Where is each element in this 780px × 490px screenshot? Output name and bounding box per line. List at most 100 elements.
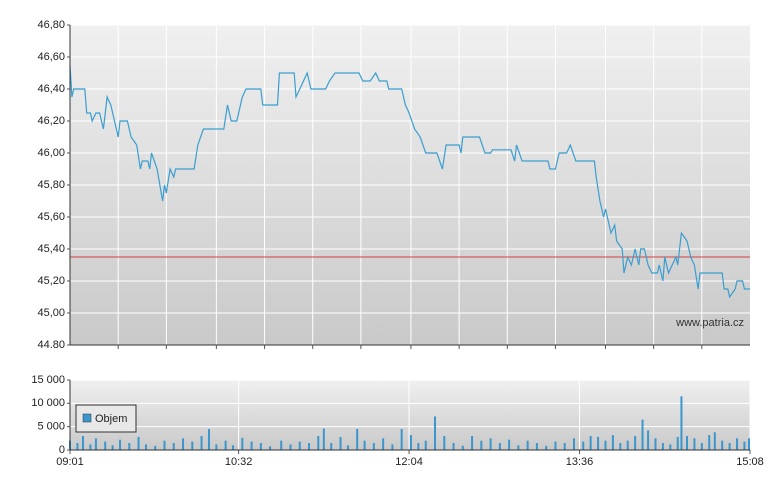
volume-bar [89,444,92,450]
volume-bar [582,441,585,450]
volume-bar [700,443,703,450]
volume-bar [104,441,107,450]
volume-bar [563,443,566,450]
volume-bar [489,438,492,450]
y-tick-label: 46,40 [37,83,65,95]
x-tick-label: 12:04 [395,456,423,468]
volume-bar [728,443,731,450]
volume-bar [480,440,483,450]
volume-bar [708,435,711,450]
y-tick-label: 46,20 [37,115,65,127]
volume-bar [137,436,140,450]
y-tick-label: 5 000 [37,421,65,433]
volume-bar [545,445,548,450]
volume-bar [619,443,622,450]
x-tick-label: 09:01 [56,456,84,468]
volume-bar [111,445,114,450]
volume-bar [172,443,175,450]
volume-bar [144,444,147,450]
volume-bar [317,436,320,450]
volume-bar [119,439,122,450]
volume-bar [269,446,272,450]
volume-bar [554,441,557,450]
volume-bar [339,436,342,450]
volume-bar [363,440,366,450]
volume-bar [713,432,716,450]
volume-bar [748,438,750,450]
volume-bar [298,441,301,450]
volume-bar [526,440,529,450]
volume-bar [330,443,333,450]
volume-bar [417,443,420,450]
volume-bar [647,430,650,450]
volume-bar [517,445,520,450]
volume-bar [191,441,194,450]
volume-bar [471,436,474,450]
y-tick-label: 10 000 [31,397,65,409]
volume-bar [589,436,592,450]
volume-bar [572,438,575,450]
volume-bar [693,438,696,450]
y-tick-label: 44.80 [37,339,65,351]
y-tick-label: 45,80 [37,179,65,191]
volume-bar [604,440,607,450]
volume-bar [224,440,227,450]
y-tick-label: 46,00 [37,147,65,159]
volume-bar [400,429,403,450]
volume-bar [597,436,600,450]
volume-bar [611,435,614,450]
volume-bar [535,443,538,450]
volume-bar [241,437,244,450]
volume-bar [372,443,375,450]
volume-bar [382,438,385,450]
legend: Objem [75,404,137,433]
y-tick-label: 45,60 [37,211,65,223]
watermark: www.patria.cz [675,317,744,329]
legend-label: Objem [95,413,127,425]
volume-bar [409,435,412,450]
y-tick-label: 46,60 [37,51,65,63]
legend-swatch [82,413,92,423]
volume-bar [661,443,664,450]
volume-bar [626,440,629,450]
y-tick-label: 45,20 [37,275,65,287]
volume-bar [669,444,672,450]
volume-bar [289,444,292,450]
volume-bar [434,416,437,450]
volume-bar [182,438,185,450]
volume-bar [654,438,657,450]
y-tick-label: 0 [59,444,65,456]
volume-bar [356,429,359,450]
volume-bar [736,438,739,450]
volume-bar [508,439,511,450]
volume-bar [443,436,446,450]
volume-bar [154,445,157,450]
price-line [69,64,750,299]
volume-bar [634,436,637,450]
volume-bar [322,428,325,450]
y-tick-label: 46,80 [37,19,65,31]
x-tick-label: 15:08 [736,456,764,468]
x-tick-label: 10:32 [225,456,253,468]
volume-bar [200,436,203,450]
x-tick-label: 13:36 [566,456,594,468]
volume-bar [308,443,311,450]
volume-bar [391,444,394,450]
volume-bar [128,443,131,450]
volume-bar [232,445,235,450]
volume-bar [676,436,679,450]
volume-bar [250,441,253,450]
volume-bar [498,443,501,450]
volume-bar [94,438,97,450]
volume-bar [721,440,724,450]
volume-bar [461,445,464,450]
volume-bar [215,444,218,450]
y-tick-label: 45,00 [37,307,65,319]
y-tick-label: 45,40 [37,243,65,255]
volume-bar [163,440,166,450]
volume-bar [76,443,79,450]
volume-bar [207,429,210,450]
volume-bar [686,436,689,450]
